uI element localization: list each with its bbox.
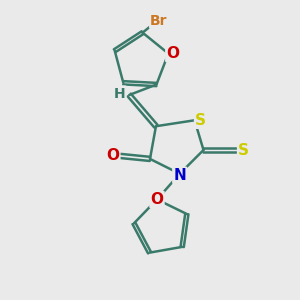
Text: O: O — [106, 148, 119, 164]
Text: O: O — [166, 46, 179, 61]
Text: N: N — [173, 168, 186, 183]
Text: S: S — [238, 142, 249, 158]
Text: S: S — [195, 113, 206, 128]
Text: Br: Br — [150, 14, 168, 28]
Text: O: O — [151, 192, 164, 207]
Text: H: H — [114, 86, 125, 100]
